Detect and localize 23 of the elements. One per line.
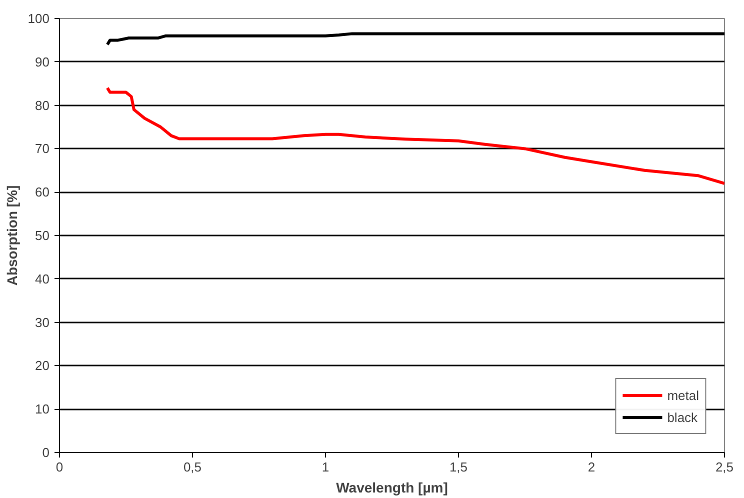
y-tick-label: 40 [35,271,50,286]
x-tick-label: 1 [322,460,330,474]
y-tick-label: 100 [28,11,50,26]
y-tick-label: 90 [35,54,50,70]
y-tick-label: 10 [35,402,50,417]
y-tick-label: 80 [35,98,50,113]
legend-label: black [667,410,698,424]
x-tick-label: 2,5 [715,460,734,474]
y-tick-label: 70 [35,141,50,156]
x-tick-label: 0,5 [183,460,202,474]
y-tick-label: 60 [35,184,50,200]
x-tick-label: 0 [56,460,64,474]
y-tick-label: 50 [35,228,50,243]
y-axis-title: Absorption [%] [4,185,20,286]
y-tick-label: 30 [35,314,50,330]
x-tick-label: 1,5 [449,460,468,474]
legend-label: metal [667,388,699,402]
x-axis-title: Wavelength [µm] [336,480,448,496]
x-tick-label: 2 [588,460,596,474]
line-series [106,86,724,185]
line-series [106,32,724,46]
y-tick-label: 20 [35,358,50,374]
y-tick-label: 0 [42,445,50,460]
